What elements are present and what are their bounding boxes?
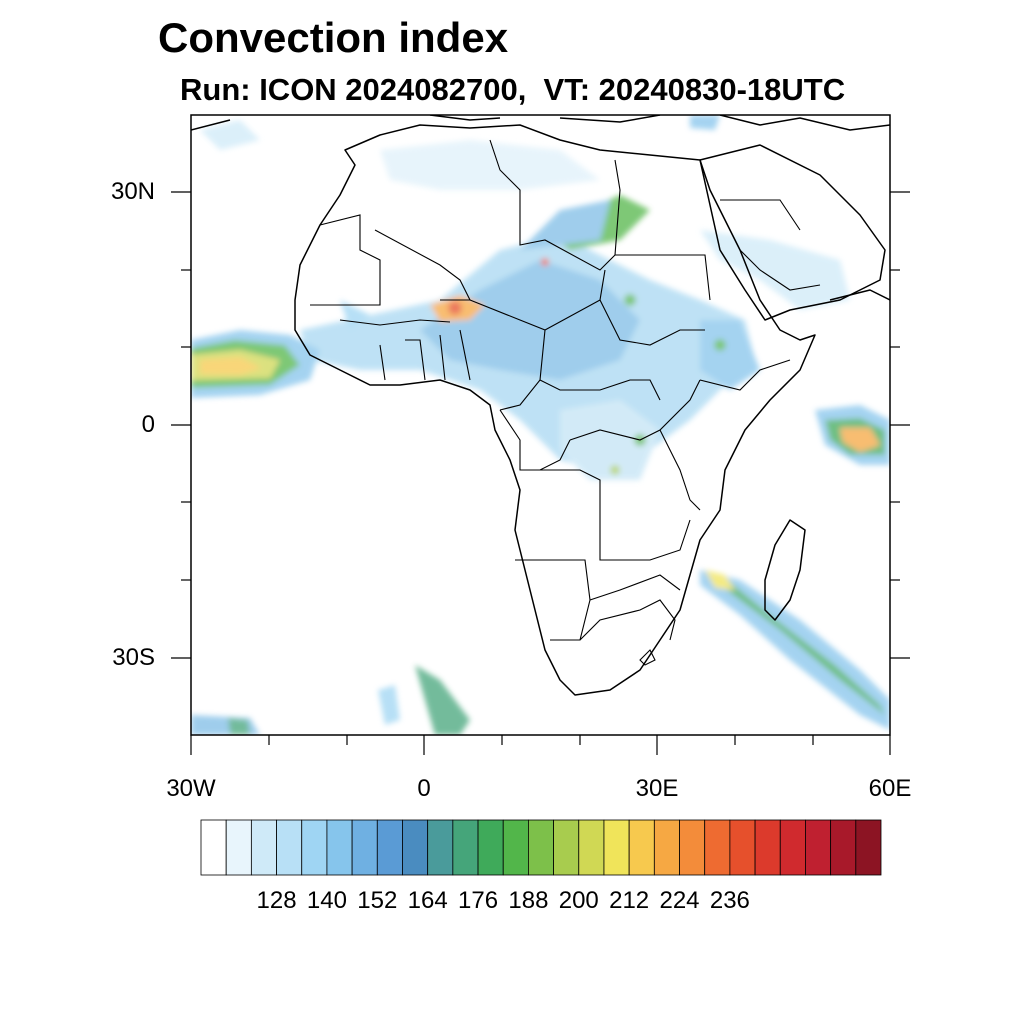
map-subtitle: Run: ICON 2024082700, VT: 20240830-18UTC (180, 72, 846, 107)
colorbar-box (553, 819, 580, 876)
colorbar-box (830, 819, 857, 876)
colorbar-box (704, 819, 731, 876)
colorbar-label: 176 (458, 887, 499, 914)
lat-label-0: 0 (141, 411, 155, 438)
colorbar-box (225, 819, 252, 876)
colorbar-box (200, 819, 227, 876)
colorbar-box (528, 819, 554, 876)
colorbar-box (402, 819, 429, 876)
colorbar-label: 236 (709, 887, 750, 914)
map-title: Convection index (158, 14, 509, 61)
lat-label-30s: 30S (112, 644, 155, 671)
colorbar-box (276, 819, 303, 876)
colorbar-box (250, 819, 277, 876)
colorbar-box (376, 819, 403, 876)
colorbar-label: 164 (407, 887, 448, 914)
colorbar-box (754, 819, 781, 876)
colorbar (200, 819, 882, 876)
lon-label-30e: 30E (635, 775, 679, 802)
colorbar-label: 128 (256, 887, 297, 914)
colorbar-box (679, 819, 706, 876)
colorbar-label: 200 (558, 887, 599, 914)
convection-field (191, 115, 890, 735)
lon-label-30w: 30W (166, 775, 216, 802)
colorbar-box (427, 819, 454, 876)
lon-label-60e: 60E (868, 775, 912, 802)
colorbar-box (502, 819, 529, 876)
colorbar-box (326, 819, 353, 876)
colorbar-box (805, 819, 832, 876)
axis-ticks (171, 191, 910, 755)
colorbar-box (351, 819, 378, 876)
colorbar-box (628, 819, 655, 876)
colorbar-label: 152 (357, 887, 398, 914)
colorbar-label: 140 (306, 887, 347, 914)
colorbar-box (452, 819, 479, 876)
colorbar-box (779, 819, 806, 876)
colorbar-label: 188 (508, 887, 549, 914)
colorbar-label: 224 (659, 887, 700, 914)
colorbar-box (477, 819, 504, 876)
coastlines (191, 115, 890, 696)
colorbar-box (855, 819, 882, 876)
colorbar-label: 212 (609, 887, 650, 914)
country-borders (310, 139, 821, 666)
colorbar-box (729, 819, 756, 876)
colorbar-box (301, 819, 328, 876)
lat-label-30n: 30N (110, 178, 155, 205)
colorbar-box (653, 819, 680, 876)
colorbar-box (578, 819, 605, 876)
colorbar-box (603, 819, 630, 876)
lon-label-0: 0 (417, 775, 431, 802)
